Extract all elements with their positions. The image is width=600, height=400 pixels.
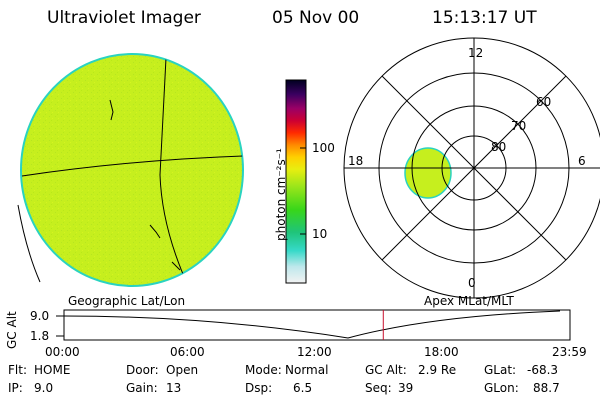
timeline-ytick-low: 1.8 [30, 329, 50, 343]
latitude-line [21, 155, 243, 177]
mlt-label-0: 0 [468, 276, 476, 290]
status-ip-key: IP: [8, 381, 23, 395]
mlat-label-60: 60 [536, 95, 552, 109]
status-flt-value: HOME [34, 363, 71, 377]
status-seq-value: 39 [398, 381, 414, 395]
status-mode-key: Mode: [245, 363, 282, 377]
colorbar-tick-100: 100 [312, 141, 335, 155]
mlat-label-70: 70 [511, 119, 527, 133]
status-dsp-key: Dsp: [245, 381, 273, 395]
timeline-xtick-1800: 18:00 [424, 345, 459, 359]
header-date: 05 Nov 00 [272, 8, 360, 28]
polar-plot [343, 37, 600, 299]
status-gain-value: 13 [166, 381, 182, 395]
mlat-label-80: 80 [491, 140, 507, 154]
header-time: 15:13:17 UT [432, 8, 537, 28]
status-gcalt-key: GC Alt: [365, 363, 407, 377]
colorbar-tick-10: 10 [312, 227, 328, 241]
app-title: Ultraviolet Imager [47, 8, 201, 28]
colorbar-unit-label: photon cm⁻²s⁻¹ [274, 148, 288, 241]
status-glat-value: -68.3 [527, 363, 559, 377]
coastline [17, 204, 41, 283]
mlt-label-12: 12 [468, 46, 484, 60]
timeline-ytick-high: 9.0 [30, 309, 50, 323]
status-dsp-value: 6.5 [293, 381, 313, 395]
mlt-label-18: 18 [348, 154, 364, 168]
timeline-y-label: GC Alt [5, 311, 19, 349]
status-door-value: Open [166, 363, 199, 377]
status-seq-key: Seq: [365, 381, 392, 395]
status-gcalt-value: 2.9 Re [418, 363, 457, 377]
timeline-xtick-0600: 06:00 [170, 345, 205, 359]
pole-region-image [404, 147, 452, 199]
status-gain-key: Gain: [126, 381, 158, 395]
colorbar [285, 79, 307, 284]
globe-caption: Geographic Lat/Lon [68, 294, 186, 308]
status-flt-key: Flt: [8, 363, 27, 377]
status-glon-value: 88.7 [533, 381, 560, 395]
status-mode-value: Normal [285, 363, 329, 377]
altitude-curve [63, 310, 561, 339]
status-glon-key: GLon: [484, 381, 519, 395]
mlt-label-6: 6 [578, 154, 586, 168]
timeline-xtick-0000: 00:00 [45, 345, 80, 359]
timeline-xtick-2359: 23:59 [552, 345, 587, 359]
status-ip-value: 9.0 [34, 381, 54, 395]
altitude-timeline [56, 309, 571, 341]
earth-disk-image [17, 53, 244, 287]
timeline-xtick-1200: 12:00 [297, 345, 332, 359]
polar-caption: Apex MLat/MLT [424, 294, 514, 308]
status-door-key: Door: [126, 363, 159, 377]
longitude-line [159, 57, 191, 286]
status-glat-key: GLat: [484, 363, 517, 377]
